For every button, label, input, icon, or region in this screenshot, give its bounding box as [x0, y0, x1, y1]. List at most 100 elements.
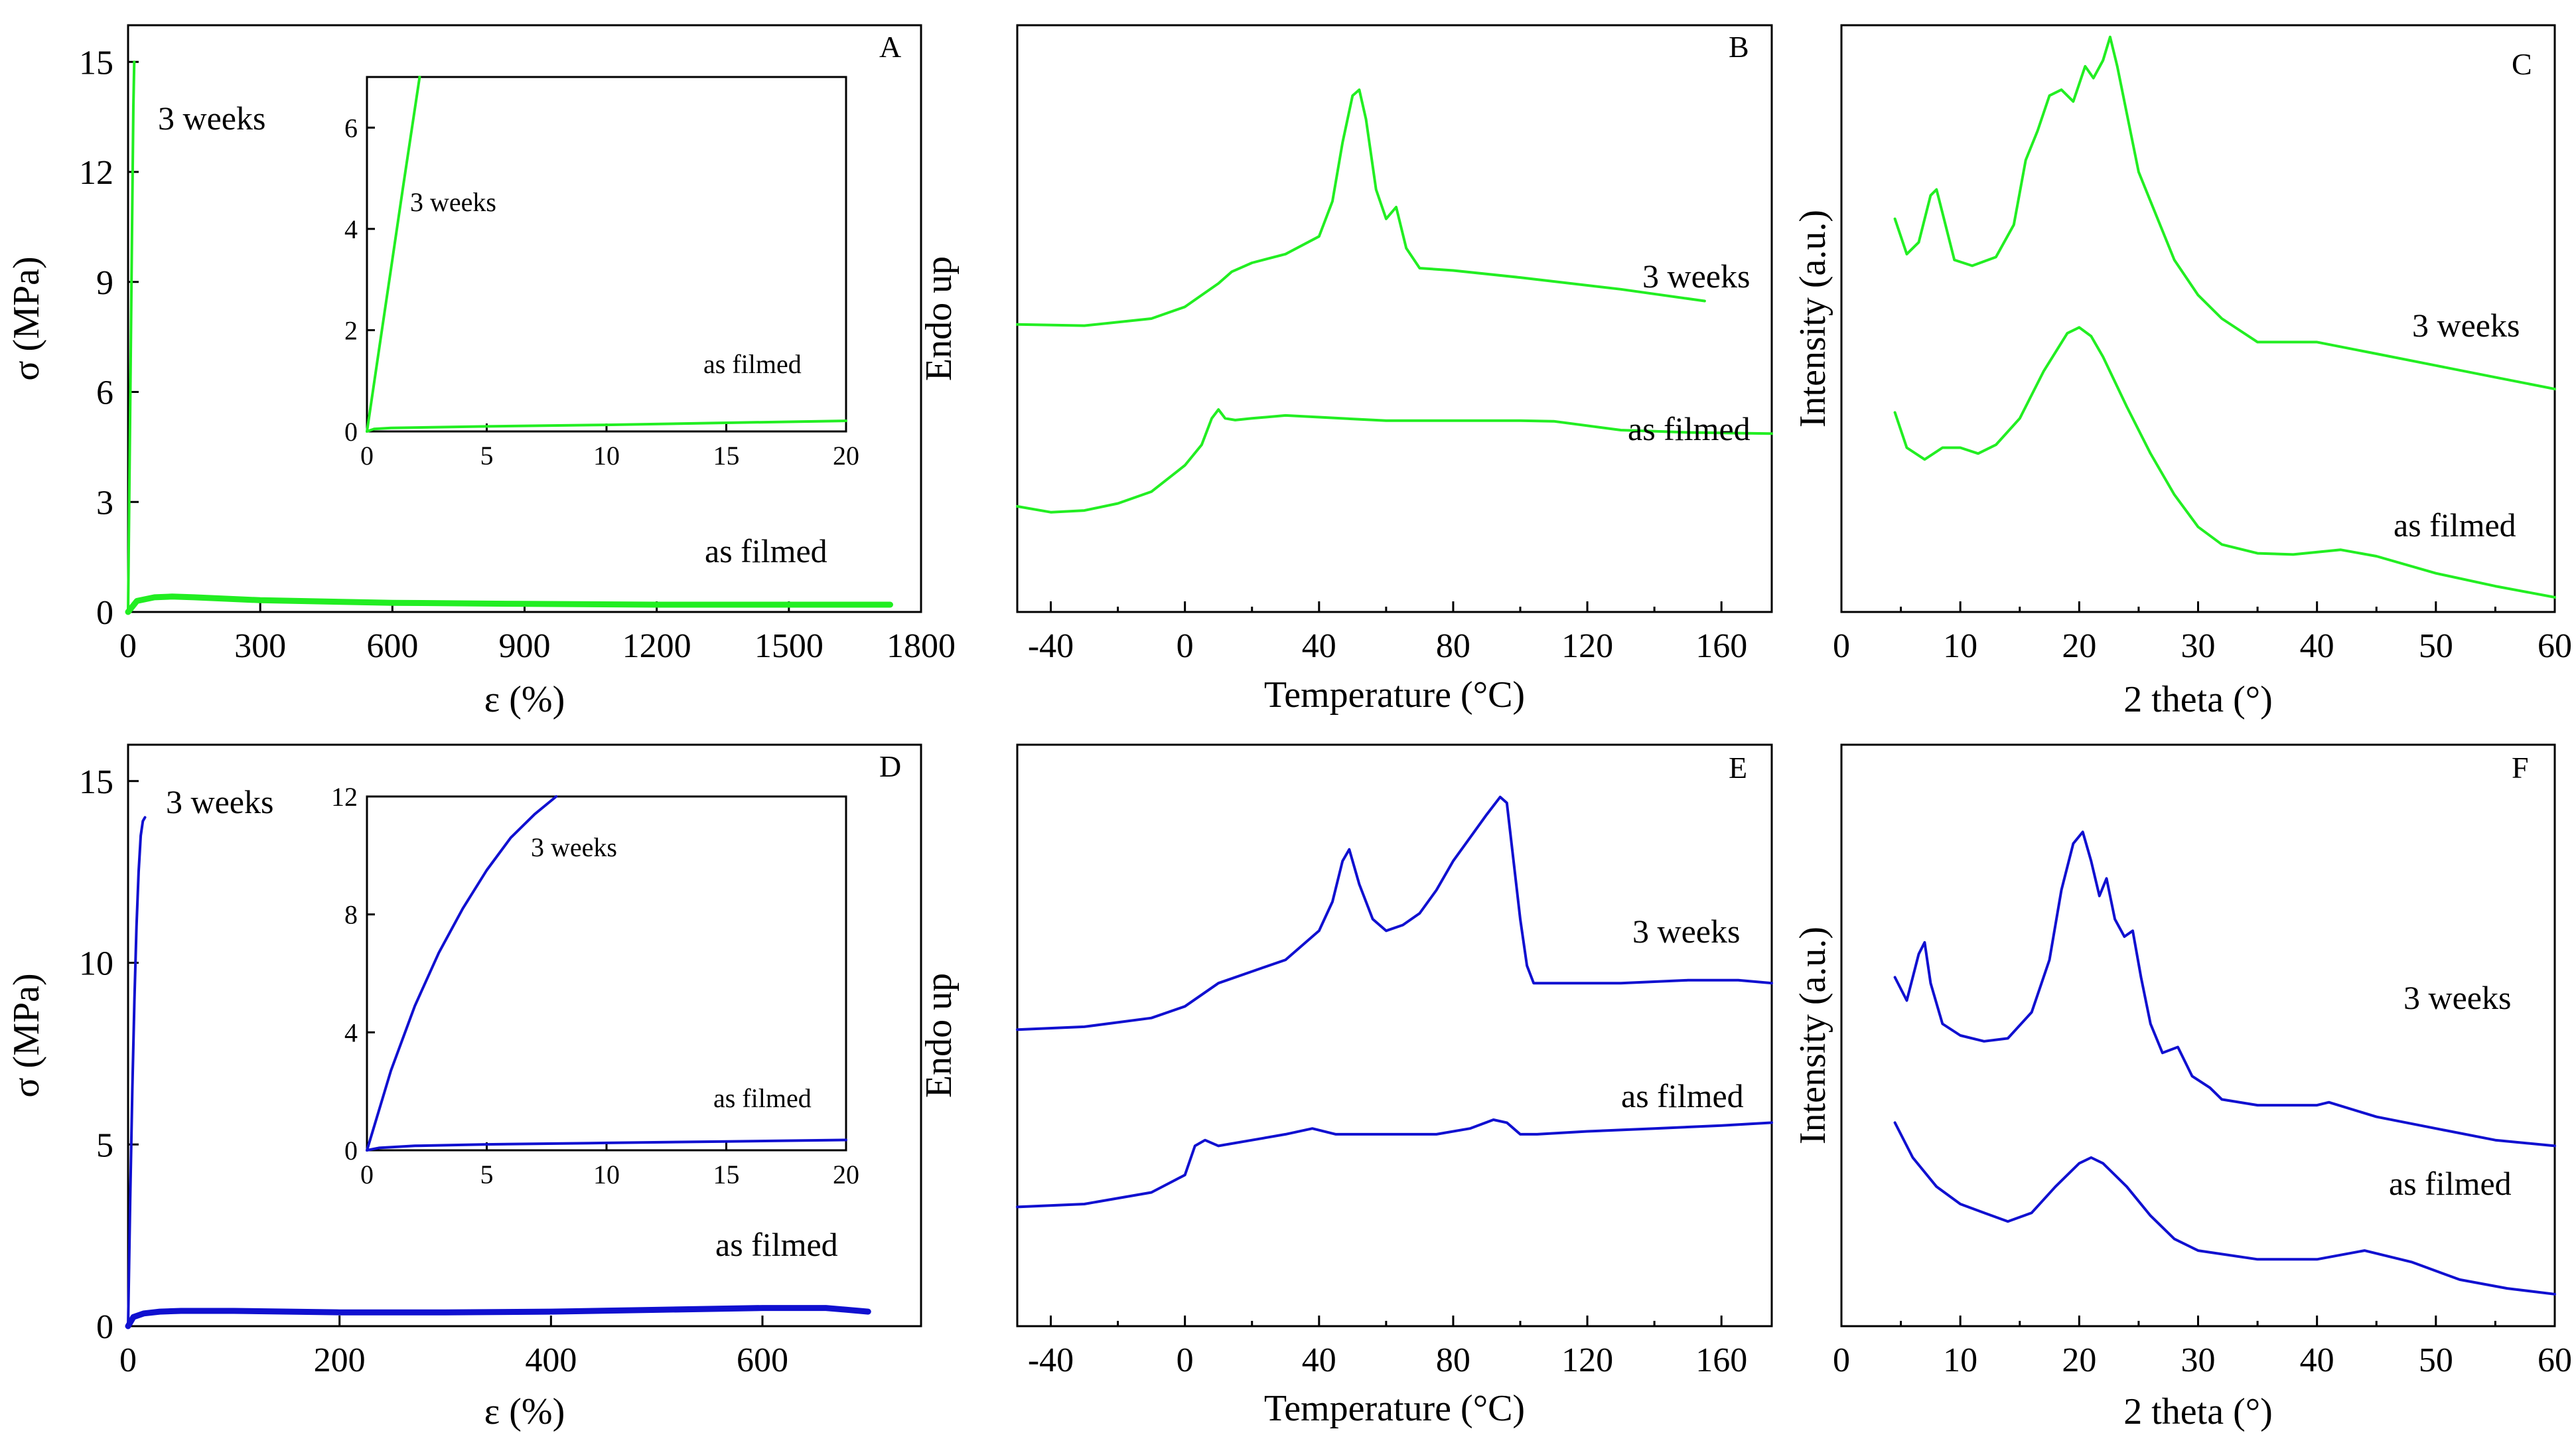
panel-a-annotation-as-filmed: as filmed	[705, 532, 827, 569]
panel-e-x-axis-label: Temperature (°C)	[1264, 1388, 1525, 1429]
panel-f-x-tick-label: 30	[2181, 1341, 2216, 1379]
panel-a-y-tick-label: 15	[79, 44, 113, 82]
panel-d-inset-annotation-three-weeks: 3 weeks	[531, 832, 617, 862]
panel-d-inset-y-tick-label: 4	[344, 1018, 358, 1047]
panel-a-x-tick-label: 300	[234, 627, 286, 665]
panel-e-x-tick-label: 120	[1561, 1341, 1613, 1379]
panel-b: -40 0 40 80 120 160 B Temperature (°C) Endo up 3 …	[918, 24, 1773, 716]
panel-b-series-as-filmed	[1016, 408, 1773, 514]
panel-c-x-axis-label: 2 theta (°)	[2123, 679, 2273, 720]
panel-a-inset-x-tick-label: 5	[480, 441, 494, 471]
panel-d-inset-y-tick-label: 8	[344, 900, 358, 930]
panel-c-x-tick-label: 20	[2062, 627, 2096, 665]
panel-d-inset-x-tick-label: 5	[480, 1160, 494, 1189]
panel-c-series-three-weeks	[1893, 35, 2556, 391]
panel-a-series-three-weeks	[127, 60, 136, 613]
panel-e-series-three-weeks	[1016, 795, 1773, 1031]
panel-a-x-tick-label: 600	[366, 627, 418, 665]
panel-f-x-tick-label: 10	[1943, 1341, 1977, 1379]
panel-a-inset-x-tick-label: 15	[713, 441, 740, 471]
panel-d-x-tick-label: 200	[314, 1341, 366, 1379]
panel-d-inset-x-tick-label: 15	[713, 1160, 740, 1189]
panel-e-letter: E	[1729, 751, 1747, 785]
panel-d-inset-x-tick-label: 20	[833, 1160, 859, 1189]
panel-b-series-three-weeks	[1016, 88, 1706, 327]
panel-d-y-axis-label: σ (MPa)	[6, 973, 47, 1097]
panel-f-annotation-three-weeks: 3 weeks	[2403, 979, 2511, 1016]
panel-d-inset-y-tick-label: 12	[331, 782, 358, 812]
panel-f-x-tick-label: 40	[2300, 1341, 2334, 1379]
panel-d-x-tick-label: 0	[119, 1341, 137, 1379]
panel-b-x-tick-label: 160	[1695, 627, 1747, 665]
panel-d-series-three-weeks	[127, 816, 147, 1327]
panel-a-inset-y-tick-label: 4	[344, 214, 358, 244]
panel-a-inset-annotation-as-filmed: as filmed	[703, 349, 802, 379]
panel-a-x-tick-label: 1800	[887, 627, 956, 665]
panel-b-x-tick-label: 80	[1436, 627, 1470, 665]
panel-a-y-axis-label: σ (MPa)	[6, 256, 47, 380]
panel-a-annotation-three-weeks: 3 weeks	[158, 100, 265, 137]
panel-c-x-tick-label: 60	[2538, 627, 2572, 665]
panel-f-x-tick-label: 20	[2062, 1341, 2096, 1379]
panel-c-y-axis-label: Intensity (a.u.)	[1792, 210, 1833, 427]
panel-f-x-tick-label: 0	[1833, 1341, 1850, 1379]
panel-d-inset-x-tick-label: 10	[593, 1160, 620, 1189]
panel-d-inset: 0 5 10 15 20 0 4 8 12 3 weeks as filmed	[331, 782, 859, 1189]
panel-d-inset-background	[367, 796, 846, 1150]
panel-f-x-tick-label: 60	[2538, 1341, 2572, 1379]
panel-c-x-tick-label: 50	[2419, 627, 2453, 665]
panel-d-series-as-filmed	[125, 1305, 871, 1329]
panel-d-inset-annotation-as-filmed: as filmed	[713, 1083, 812, 1113]
panel-e-x-tick-label: 80	[1436, 1341, 1470, 1379]
panel-a-inset-y-tick-label: 0	[344, 417, 358, 447]
panel-d-y-tick-label: 5	[96, 1126, 113, 1164]
panel-d-inset-x-tick-label: 0	[360, 1160, 374, 1189]
panel-e-x-tick-label: -40	[1028, 1341, 1074, 1379]
panel-d-annotation-three-weeks: 3 weeks	[166, 783, 273, 820]
panel-c-x-tick-label: 30	[2181, 627, 2216, 665]
panel-a-inset-y-tick-label: 6	[344, 113, 358, 143]
panel-a-inset-y-tick-label: 2	[344, 315, 358, 345]
panel-e-series-as-filmed	[1016, 1118, 1773, 1209]
panel-a-inset-x-tick-label: 20	[833, 441, 859, 471]
panel-b-annotation-as-filmed: as filmed	[1628, 410, 1751, 447]
panel-f-plot-frame	[1840, 743, 2556, 1327]
panel-c-x-tick-label: 40	[2300, 627, 2334, 665]
panel-e-y-axis-label: Endo up	[918, 973, 960, 1098]
panel-a-y-tick-label: 12	[79, 154, 113, 192]
panel-c-series-as-filmed	[1893, 326, 2556, 599]
panel-f: 0 10 20 30 40 50 60 F 2 theta (°) Intensity (a.u.…	[1792, 743, 2572, 1432]
panel-e-plot-frame	[1016, 743, 1773, 1327]
panel-f-series-as-filmed	[1893, 1121, 2556, 1296]
panel-b-x-tick-label: 40	[1302, 627, 1336, 665]
panel-d-annotation-as-filmed: as filmed	[715, 1226, 838, 1263]
panel-f-series-three-weeks	[1893, 830, 2556, 1148]
panel-c-x-tick-label: 0	[1833, 627, 1850, 665]
panel-d-letter: D	[879, 749, 901, 783]
panel-b-y-axis-label: Endo up	[918, 256, 960, 381]
panel-d-x-axis-label: ε (%)	[484, 1391, 565, 1432]
panel-f-letter: F	[2512, 751, 2529, 785]
panel-a-inset-x-tick-label: 0	[360, 441, 374, 471]
panel-d-inset-series-as-filmed	[366, 1138, 847, 1152]
panel-e-annotation-as-filmed: as filmed	[1621, 1077, 1744, 1114]
panel-d-inset-y-tick-label: 0	[344, 1136, 358, 1166]
panel-b-x-tick-label: 0	[1177, 627, 1194, 665]
panel-a-series-as-filmed	[125, 593, 893, 615]
panel-e-x-tick-label: 160	[1695, 1341, 1747, 1379]
panel-f-y-axis-label: Intensity (a.u.)	[1792, 927, 1833, 1144]
panel-a-letter: A	[879, 30, 901, 64]
panel-f-annotation-as-filmed: as filmed	[2389, 1165, 2512, 1202]
panel-f-x-tick-label: 50	[2419, 1341, 2453, 1379]
panel-c-x-tick-label: 10	[1943, 627, 1977, 665]
panel-a-inset-x-tick-label: 10	[593, 441, 620, 471]
panel-c-annotation-three-weeks: 3 weeks	[2412, 307, 2520, 344]
panel-b-x-tick-label: 120	[1561, 627, 1613, 665]
panel-c: 0 10 20 30 40 50 60 C 2 theta (°) Intensity (a.u.…	[1792, 24, 2572, 720]
panel-a-inset-background	[367, 77, 846, 431]
panel-d-plot-frame	[127, 743, 922, 1327]
panel-c-letter: C	[2512, 47, 2532, 81]
panel-a-y-tick-label: 9	[96, 264, 113, 302]
panel-b-x-tick-label: -40	[1028, 627, 1074, 665]
